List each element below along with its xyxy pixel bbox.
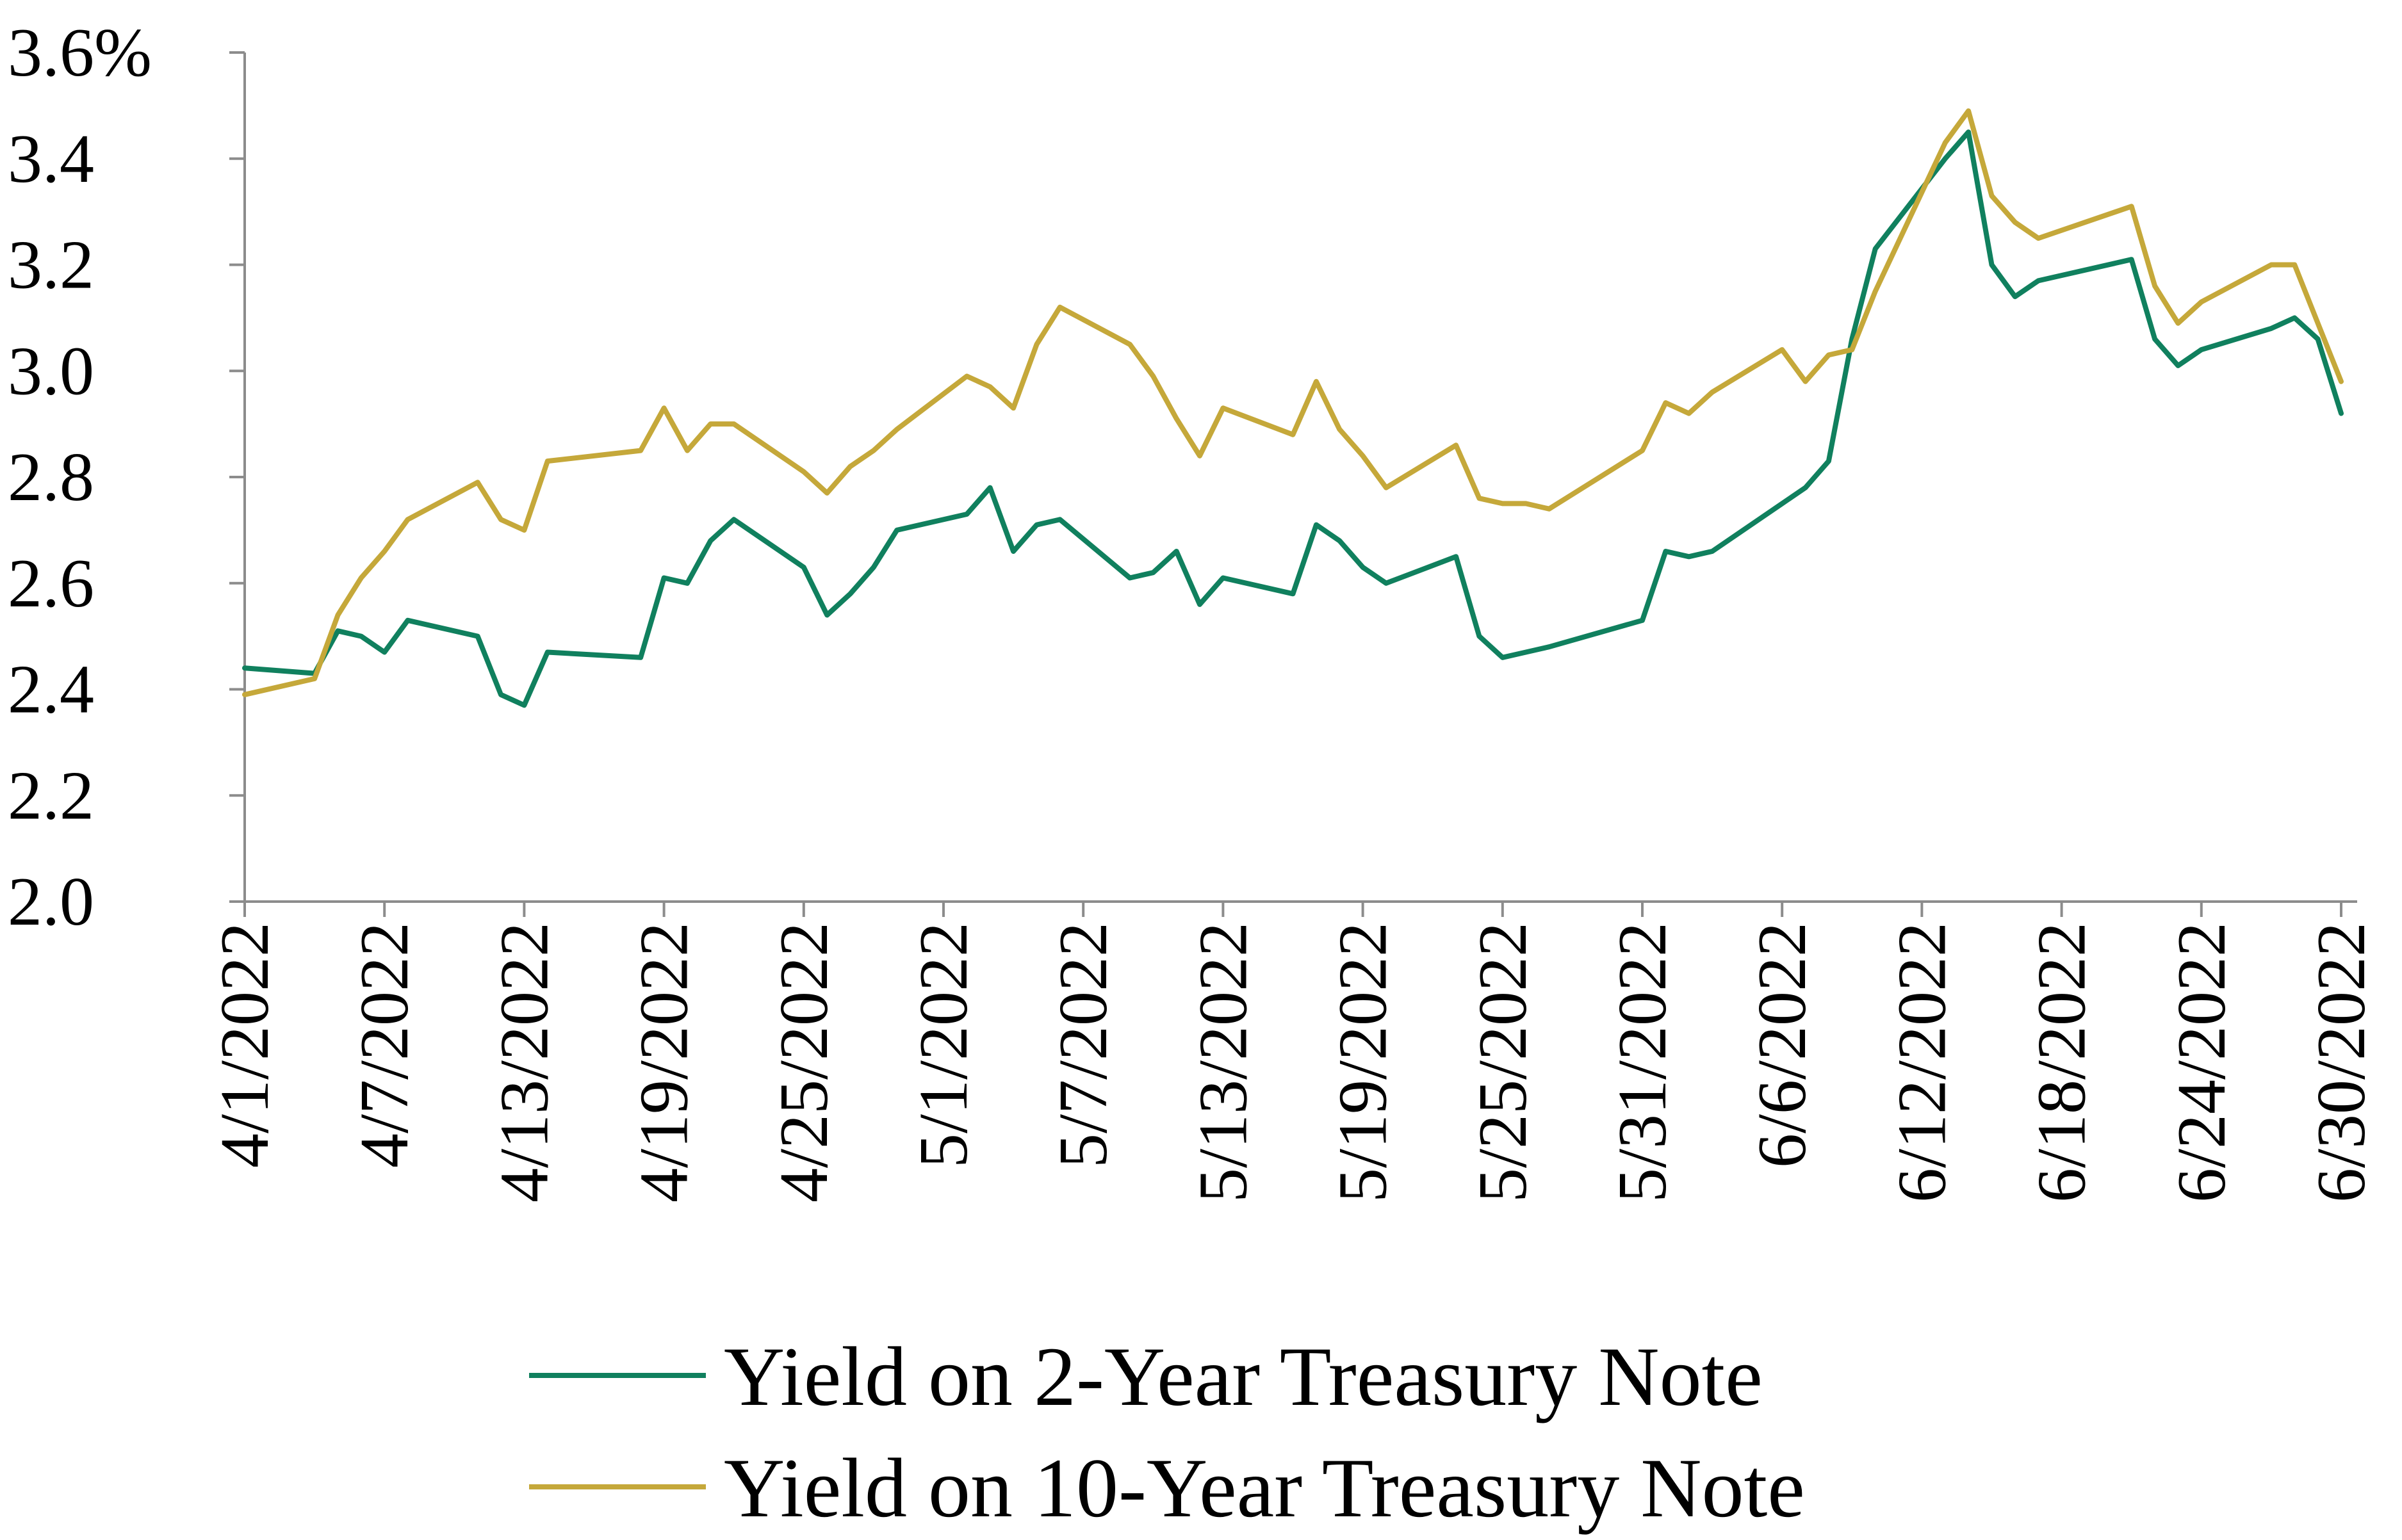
x-tick-label: 4/19/2022	[626, 922, 703, 1203]
series-group	[242, 108, 2344, 708]
x-tick-label: 6/12/2022	[1884, 922, 1960, 1203]
y-tick-group: 2.0 2.2 2.4 2.6 2.8 3.0 3.2 3.4 3.6%	[8, 15, 245, 940]
x-tick-label: 4/13/2022	[486, 922, 562, 1203]
series-line-1	[242, 129, 2344, 708]
axes	[243, 53, 2357, 903]
x-tick-label: 5/19/2022	[1325, 922, 1401, 1203]
y-tick-label: 2.8	[8, 439, 94, 515]
x-tick-label: 6/6/2022	[1744, 922, 1820, 1168]
y-tick-label: 2.0	[8, 864, 94, 940]
x-tick-label: 4/7/2022	[347, 922, 423, 1168]
y-tick-label: 3.4	[8, 121, 94, 197]
legend: Yield on 2-Year Treasury Note Yield on 10…	[529, 1329, 1805, 1535]
y-tick-label: 2.2	[8, 758, 94, 834]
x-tick-label: 5/31/2022	[1605, 922, 1681, 1203]
y-tick-label: 2.4	[8, 652, 94, 728]
x-tick-label: 4/1/2022	[207, 922, 283, 1168]
x-tick-label: 6/24/2022	[2164, 922, 2240, 1203]
y-tick-label: 3.0	[8, 333, 94, 409]
x-tick-label: 5/13/2022	[1185, 922, 1261, 1203]
x-tick-group: 4/1/2022 4/7/2022 4/13/2022 4/19/2022 4/25/2…	[207, 902, 2380, 1203]
series-line-2	[242, 108, 2344, 697]
legend-label-2: Yield on 10-Year Treasury Note	[724, 1441, 1805, 1535]
x-tick-label: 4/25/2022	[766, 922, 842, 1203]
y-tick-label: 2.6	[8, 546, 94, 622]
y-tick-label: 3.2	[8, 227, 94, 304]
y-tick-label: 3.6%	[8, 15, 152, 91]
x-tick-label: 6/18/2022	[2024, 922, 2100, 1203]
x-tick-label: 6/30/2022	[2303, 922, 2380, 1203]
x-tick-label: 5/1/2022	[906, 922, 982, 1168]
x-tick-label: 5/7/2022	[1045, 922, 1122, 1168]
x-tick-label: 5/25/2022	[1465, 922, 1541, 1203]
legend-label-1: Yield on 2-Year Treasury Note	[724, 1329, 1763, 1423]
